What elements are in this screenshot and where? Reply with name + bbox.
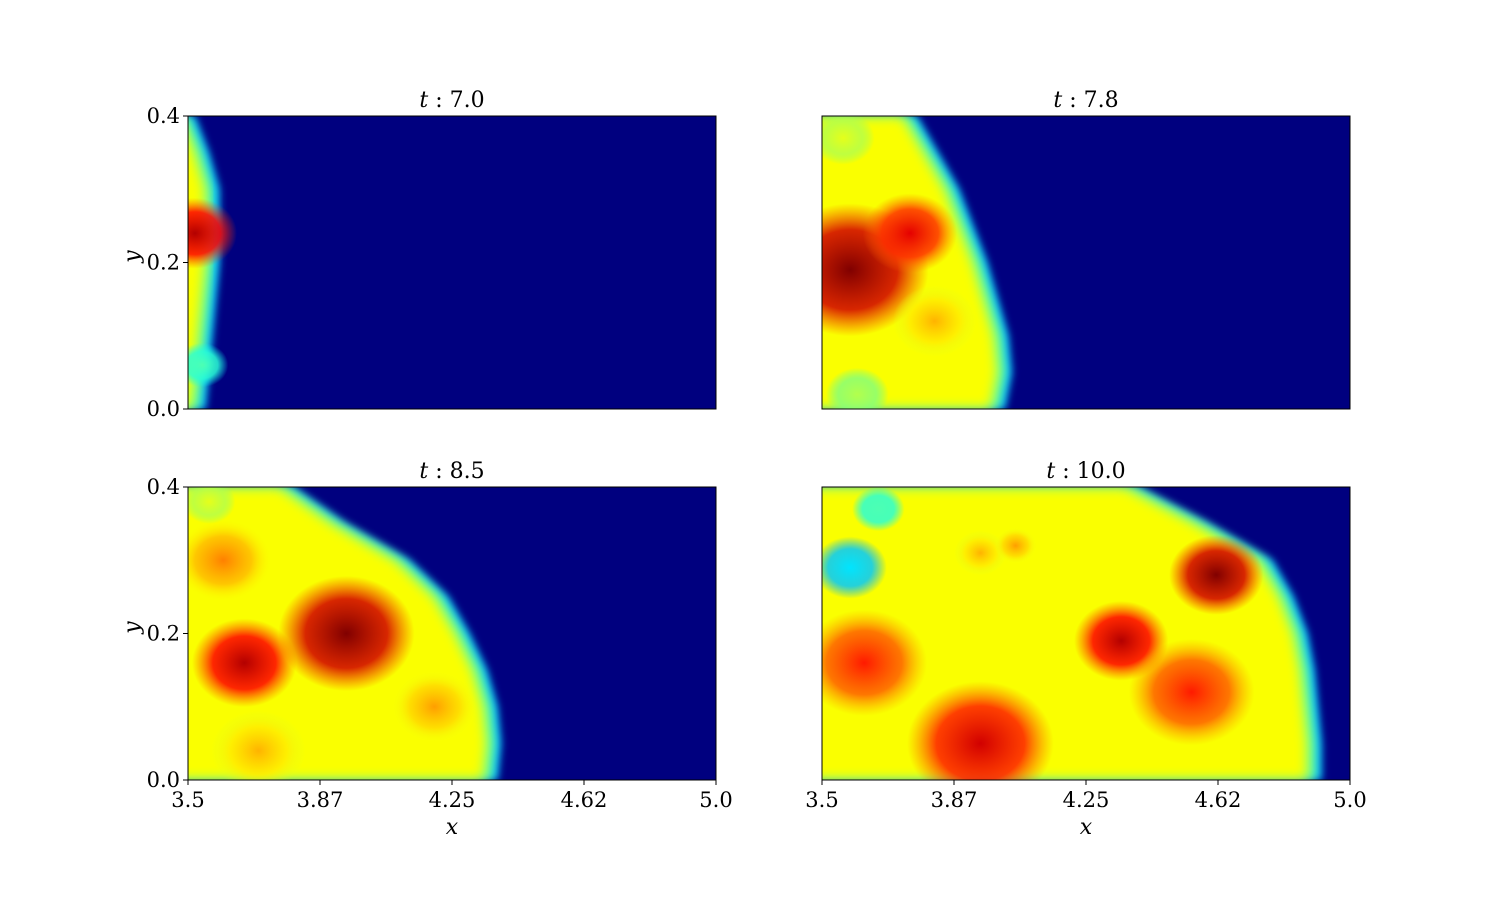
x-tick-label: 3.87: [931, 788, 978, 812]
field-blob: [278, 575, 415, 692]
y-axis-label: y: [120, 250, 145, 264]
panel-4: t : 10.0 3.5 3.87 4.25 4.62 5.0 x: [805, 459, 1366, 840]
field-blob: [188, 520, 271, 601]
field-blob: [211, 710, 306, 780]
field-blob: [822, 116, 875, 165]
y-tick-label: 0.4: [147, 104, 180, 128]
x-tick-label: 5.0: [1333, 788, 1366, 812]
field-blob: [188, 487, 236, 524]
panel-title: t : 7.0: [419, 88, 484, 113]
field-blob: [852, 487, 905, 532]
x-tick-label: 4.25: [1063, 788, 1110, 812]
y-tick-label: 0.2: [147, 622, 180, 646]
field-blob: [825, 367, 889, 409]
x-tick-label: 4.62: [561, 788, 608, 812]
y-tick-label: 0.0: [147, 768, 180, 792]
field-blob: [862, 193, 958, 274]
field-blob: [954, 530, 1007, 576]
field-blob: [188, 342, 229, 388]
heatmap-field: [188, 487, 502, 780]
y-axis-label: y: [120, 621, 145, 635]
field-blob: [994, 527, 1037, 564]
field-blob: [392, 671, 477, 743]
heatmap-field: [822, 116, 1013, 409]
x-axis-label: x: [1080, 815, 1093, 840]
y-tick-label: 0.2: [147, 251, 180, 275]
heatmap-field: [822, 487, 1322, 780]
y-tick-label: 0.0: [147, 397, 180, 421]
field-blob: [822, 536, 887, 599]
panel-1: t : 7.0 0.0 0.2 0.4 y: [120, 88, 717, 421]
x-axis-label: x: [446, 815, 459, 840]
x-tick-label: 4.25: [429, 788, 476, 812]
panel-title: t : 8.5: [419, 459, 484, 484]
field-blob: [1169, 535, 1264, 615]
panel-3: t : 8.5 0.0 0.2 0.4 y 3.5 3.87 4.25 4.62 5.0 x: [120, 459, 733, 840]
field-blob: [191, 618, 297, 708]
panel-title: t : 7.8: [1053, 88, 1118, 113]
field-blob: [907, 681, 1054, 780]
field-blob: [1128, 638, 1255, 746]
y-tick-label: 0.4: [147, 475, 180, 499]
heatmap-field: [188, 116, 237, 409]
x-tick-label: 4.62: [1195, 788, 1242, 812]
field-blob: [892, 285, 977, 357]
x-tick-label: 3.5: [805, 788, 838, 812]
field-blob: [822, 609, 928, 716]
panel-title: t : 10.0: [1046, 459, 1125, 484]
x-tick-label: 3.5: [171, 788, 204, 812]
field-blob: [188, 197, 237, 269]
x-tick-label: 5.0: [699, 788, 732, 812]
heatmap-background: [188, 116, 716, 409]
axes-frame: [821, 115, 1351, 410]
x-tick-label: 3.87: [297, 788, 344, 812]
panel-2: t : 7.8: [821, 88, 1351, 410]
